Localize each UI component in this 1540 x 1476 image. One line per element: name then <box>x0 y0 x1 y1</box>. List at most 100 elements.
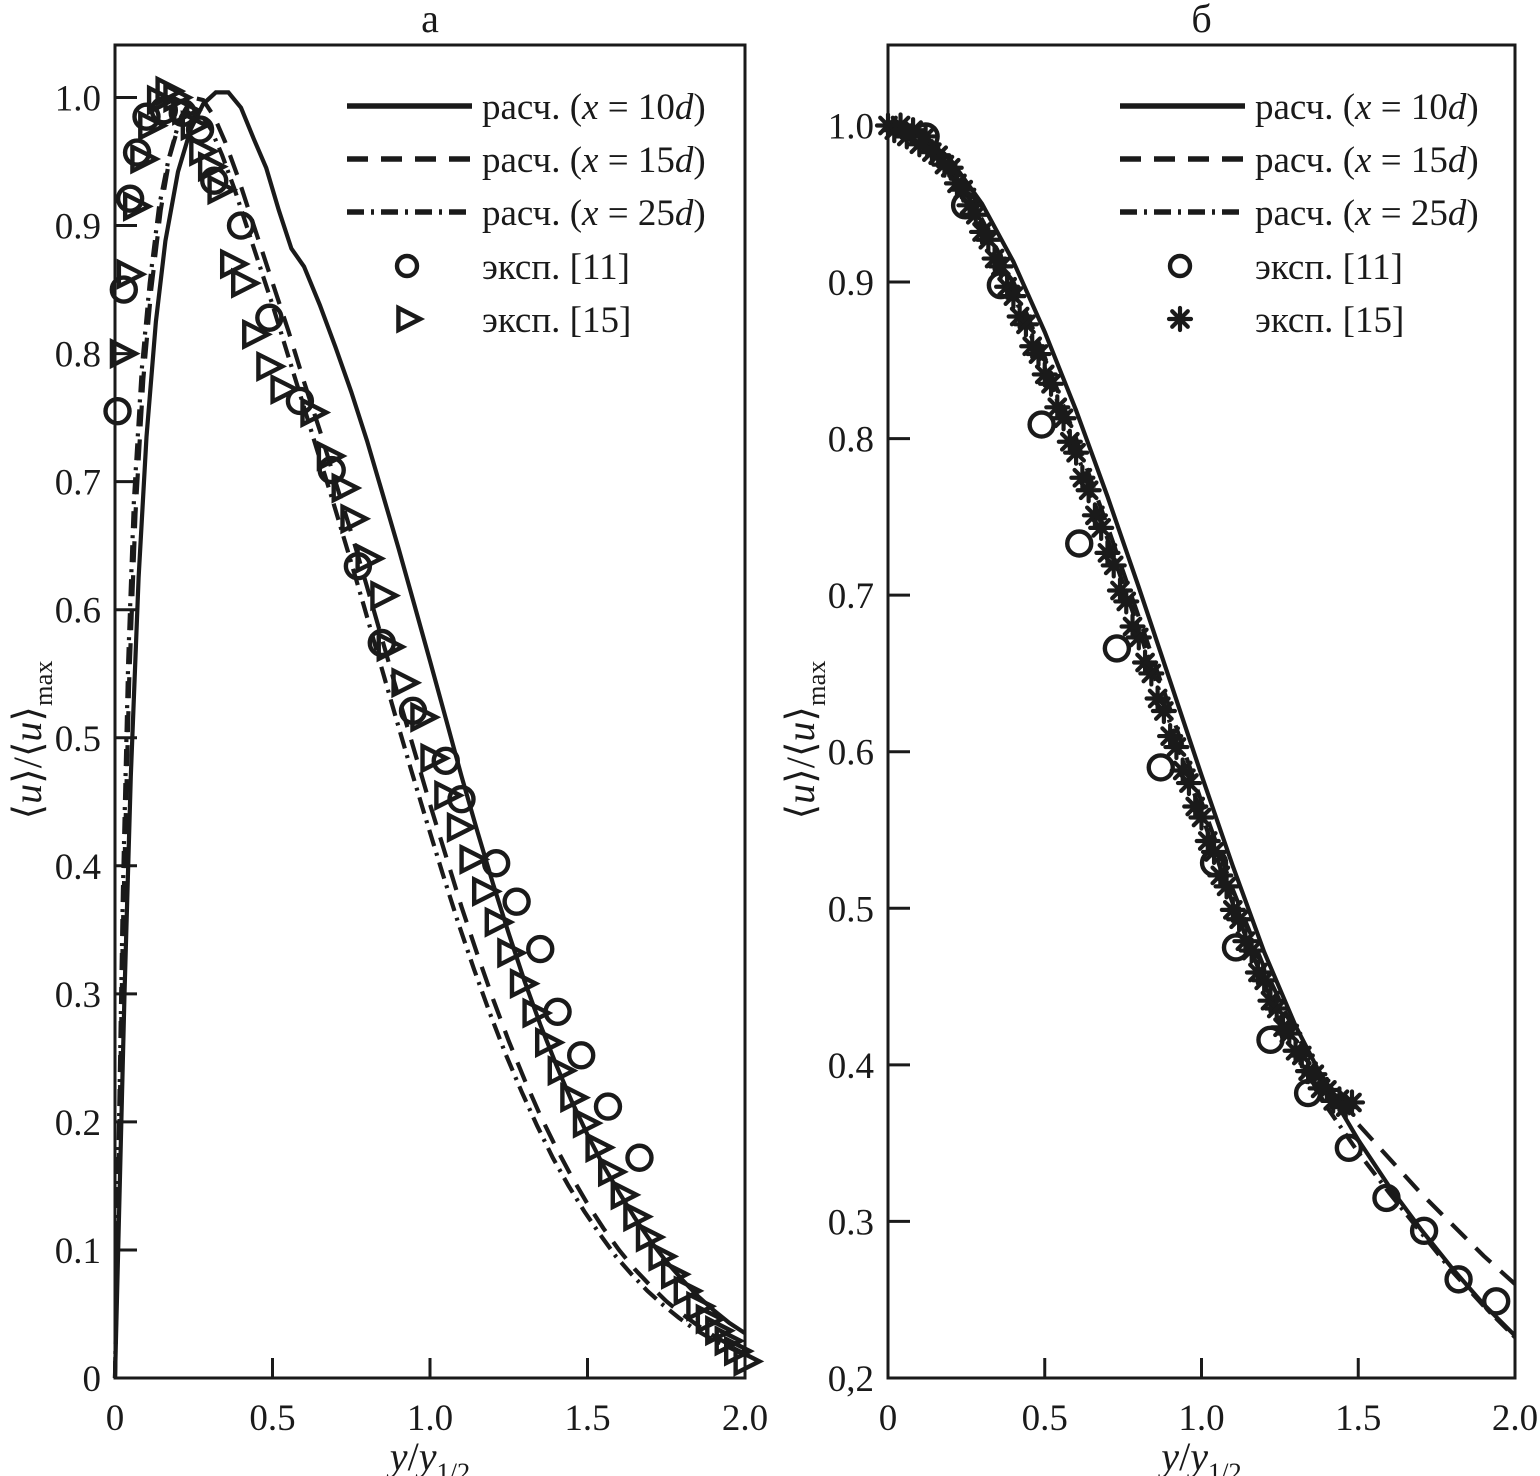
asterisk-arm <box>1291 1045 1312 1066</box>
exp-11-point <box>226 211 256 240</box>
asterisk-arm <box>1072 467 1093 488</box>
legend-label: расч. (x = 15d) <box>482 140 706 181</box>
exp-15-point <box>547 1055 579 1087</box>
exp-15-point <box>1175 769 1203 797</box>
text: 0.9 <box>55 207 101 248</box>
x-tick-label: 2.0 <box>722 1398 768 1439</box>
exp-11-point <box>1444 1265 1473 1294</box>
text: 0.6 <box>55 591 101 632</box>
asterisk-arm <box>1254 970 1275 991</box>
asterisk-arm <box>1191 807 1212 828</box>
text: 1.0 <box>55 79 101 120</box>
legend-marker-circle <box>394 253 420 279</box>
exp-15-point <box>572 1107 604 1139</box>
asterisk-arm <box>997 276 1018 297</box>
y-tick-label: 0.1 <box>55 1231 101 1272</box>
text: 0.9 <box>828 263 874 304</box>
asterisk-arm <box>1028 344 1049 364</box>
exp-15-point <box>331 472 363 504</box>
exp-11-point <box>567 1041 596 1070</box>
exp-15-point <box>560 1081 592 1114</box>
exp-15-point <box>231 267 262 299</box>
exp-11-point <box>431 746 460 775</box>
exp-15-point <box>1138 660 1165 687</box>
exp-15-point <box>300 396 332 429</box>
text: расч. ( <box>1255 193 1355 234</box>
y-tick-label: 0.6 <box>55 591 101 632</box>
asterisk-arm <box>1053 408 1074 429</box>
exp-11-point <box>481 849 511 878</box>
text: ⟨ <box>5 804 50 820</box>
asterisk-arm <box>1304 1064 1325 1085</box>
asterisk-arm <box>1135 652 1155 673</box>
plot-frame <box>113 43 747 1380</box>
y-tick-label: 0.8 <box>828 420 874 461</box>
exp-15-point <box>130 143 162 175</box>
exp-15-point <box>256 350 288 382</box>
asterisk-arm <box>1003 286 1024 307</box>
legend-label: расч. (x = 25d) <box>1255 193 1479 234</box>
text: ⟩ <box>778 706 823 722</box>
asterisk-arm <box>990 256 1011 277</box>
asterisk-arm <box>1122 616 1143 637</box>
text: 2.0 <box>1492 1398 1538 1439</box>
exp-15-point <box>1163 733 1190 761</box>
y-tick-label: 0.6 <box>828 733 874 774</box>
exp-15-point <box>1012 311 1040 338</box>
text: 1/2 <box>436 1457 470 1476</box>
asterisk-arm <box>1103 555 1124 576</box>
text: max <box>28 661 58 706</box>
text: 0.8 <box>55 335 101 376</box>
exp-15-point <box>610 1179 642 1211</box>
exp-15-point <box>1113 588 1140 615</box>
legend-label: расч. (x = 25d) <box>482 193 706 234</box>
asterisk-arm <box>965 204 986 225</box>
exp-15-point <box>484 906 516 938</box>
text: ) <box>693 87 705 128</box>
text: ) <box>1466 140 1478 181</box>
text: / <box>1179 1434 1191 1476</box>
exp-15-point <box>1062 439 1090 466</box>
var-text: u <box>778 784 823 804</box>
exp-11-point <box>625 1143 654 1172</box>
exp-15-point <box>1088 514 1115 541</box>
asterisk-arm <box>1229 909 1249 930</box>
text: 1.0 <box>407 1398 453 1439</box>
curve-calc-25d <box>887 123 1517 1339</box>
x-tick-label: 0 <box>879 1398 898 1439</box>
legend-marker-asterisk <box>1166 305 1194 333</box>
y-axis-label: ⟨u⟩/⟨u⟩max <box>778 661 831 820</box>
exp-15-point <box>1100 552 1127 579</box>
panel-b: б 1.0 0.9 0.8 0.7 0.6 0.5 0.4 0.3 0,20 0.5 1.0 1.5 2.… <box>778 0 1538 1476</box>
exp-15-point <box>1200 838 1228 866</box>
exp-15-point <box>270 373 302 406</box>
exp-15-point <box>410 701 442 733</box>
text: расч. ( <box>1255 140 1355 181</box>
exp-11-point <box>1372 1183 1401 1213</box>
exp-15-point <box>585 1131 617 1164</box>
var-text: d <box>1448 140 1467 181</box>
exp-15-point <box>534 1026 566 1059</box>
exp-15-point <box>146 84 178 116</box>
exp-15-point <box>138 110 169 142</box>
scatter-exp-15 <box>109 75 765 1377</box>
asterisk-arm <box>1317 1080 1337 1100</box>
y-tick-label: 1.0 <box>55 79 101 120</box>
exp-15-point <box>723 1335 755 1367</box>
exp-11-point <box>1065 529 1094 558</box>
exp-15-point <box>163 81 195 114</box>
y-tick-label: 0.5 <box>55 719 101 760</box>
panel-title: б <box>1191 0 1211 41</box>
exp-15-point <box>355 542 387 575</box>
exp-15-point <box>509 968 541 1000</box>
exp-15-point <box>420 742 452 774</box>
asterisk-arm <box>1116 591 1137 612</box>
exp-11-point <box>1409 1216 1439 1246</box>
exp-11-point <box>593 1092 623 1121</box>
y-tick-label: 0.4 <box>828 1046 874 1087</box>
exp-15-point <box>987 253 1014 280</box>
asterisk-arm <box>1166 737 1187 757</box>
var-text: x <box>581 140 599 181</box>
var-text: d <box>1448 87 1467 128</box>
